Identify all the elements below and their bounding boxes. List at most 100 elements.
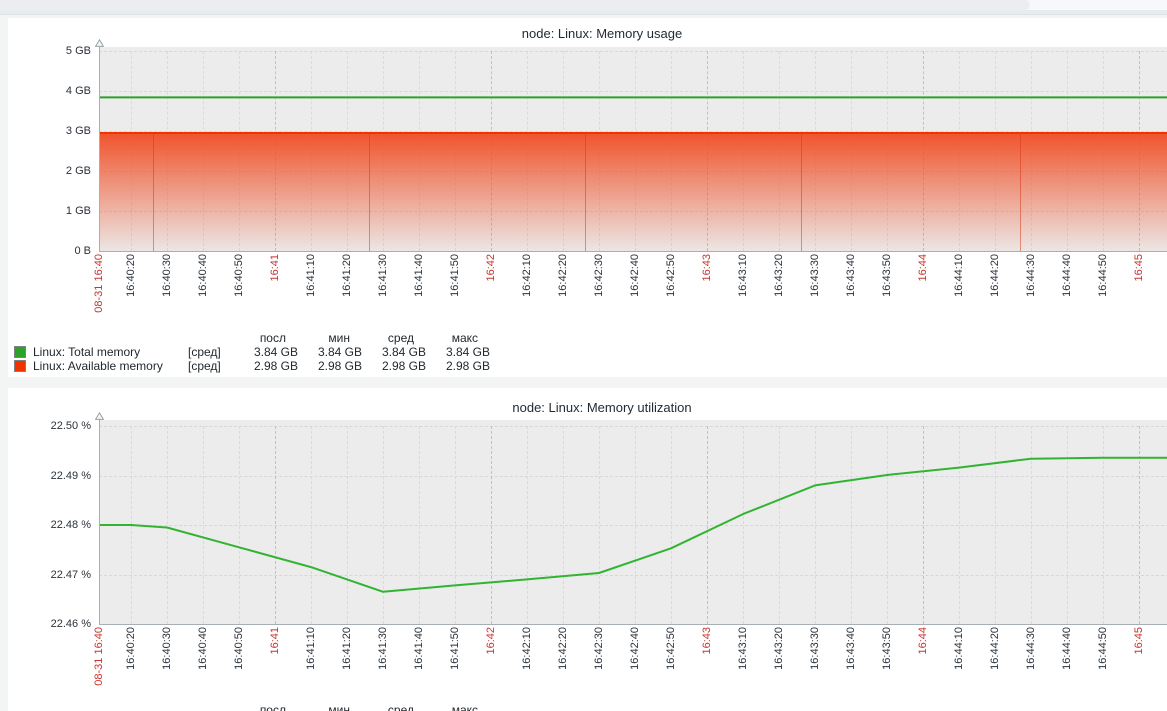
legend-header-avg: сред [387,703,414,711]
x-tick-label: 16:44:30 [1025,254,1037,297]
y-axis-arrow-icon [94,34,105,52]
x-tick-label: 16:41:10 [305,254,317,297]
x-tick-label: 16:41:30 [377,254,389,297]
browser-tab [0,0,1030,10]
x-tick-label: 16:41:10 [305,627,317,670]
gridline-vertical [1067,426,1068,624]
x-tick-label: 16:44:20 [989,627,1001,670]
x-tick-label: 16:43:10 [737,254,749,297]
x-tick-label: 16:42:50 [665,627,677,670]
x-tick-label: 16:41 [269,254,281,282]
x-tick-label: 16:40:20 [125,627,137,670]
browser-chrome-strip [0,0,1167,10]
x-tick-label: 16:40:20 [125,254,137,297]
x-tick-label: 16:45 [1133,627,1145,655]
gridline-horizontal [99,426,1167,427]
x-tick-label: 16:42:20 [557,627,569,670]
x-tick-label: 16:43:20 [773,627,785,670]
area-seam [1020,134,1021,251]
gridline-vertical [671,426,672,624]
series-lines [99,456,1167,593]
gridline-vertical [1031,426,1032,624]
legend-series-name: Linux: Available memory [14,359,188,373]
y-tick-label: 22.47 % [50,568,91,581]
gridline-vertical [347,426,348,624]
plot-area[interactable] [94,411,1167,625]
y-tick-label: 22.49 % [50,469,91,482]
gridline-vertical [959,426,960,624]
series-line [99,456,1167,593]
gridline-vertical [491,426,492,624]
plot-area[interactable] [94,38,1167,252]
gridline-horizontal [99,51,1167,52]
legend: посл мин сред макс [8,703,1167,711]
gridline-vertical [923,426,924,624]
legend-value-max: 2.98 GB [445,359,490,373]
x-tick-label: 16:42:50 [665,254,677,297]
legend-color-swatch [14,360,26,372]
gridline-vertical [203,426,204,624]
x-tick-label: 08-31 16:40 [93,254,105,313]
legend-function-label: [сред] [188,359,221,373]
x-tick-label: 16:43 [701,254,713,282]
x-tick-label: 16:41:20 [341,254,353,297]
y-tick-label: 22.46 % [50,618,91,630]
gridline-vertical [311,426,312,624]
available-memory-area [99,132,1167,251]
x-tick-label: 16:43:20 [773,254,785,297]
gridline-vertical [599,426,600,624]
x-tick-label: 16:44:10 [953,627,965,670]
x-tick-label: 16:44:20 [989,254,1001,297]
gridline-vertical [995,426,996,624]
y-tick-label: 3 GB [65,125,91,137]
series-lines [99,96,1167,99]
x-tick-label: 16:44:40 [1061,254,1073,297]
x-tick-label: 16:42 [485,254,497,282]
legend-value-min: 3.84 GB [317,345,362,359]
legend-color-swatch [14,346,26,358]
gridline-vertical [815,426,816,624]
gridline-vertical [635,426,636,624]
chart-title: node: Linux: Memory usage [521,26,683,41]
legend-header-row: посл мин сред макс [8,703,1167,711]
gridline-horizontal [99,131,1167,132]
y-tick-label: 1 GB [65,205,91,217]
y-axis-line [99,41,100,251]
x-tick-label: 16:42:20 [557,254,569,297]
legend-header-max: макс [451,331,478,345]
x-tick-label: 16:42:40 [629,254,641,297]
legend-value-avg: 3.84 GB [381,345,426,359]
legend-header-last: посл [259,331,286,345]
gridline-vertical [707,426,708,624]
legend-value-last: 3.84 GB [253,345,298,359]
x-tick-label: 16:41:40 [413,254,425,297]
x-tick-label: 16:42 [485,627,497,655]
area-seam [369,134,370,251]
x-tick-label: 16:40:50 [233,254,245,297]
x-tick-label: 16:43:40 [845,254,857,297]
browser-chrome-substrip [0,10,1167,15]
legend-header-last: посл [259,703,286,711]
legend: посл мин сред макс Linux: Total memory [сред]… [8,331,1167,373]
area-seam [153,134,154,251]
x-tick-label: 16:43:30 [809,627,821,670]
gridline-horizontal [99,574,1167,576]
memory-utilization-widget: node: Linux: Memory utilization 22.50 % 2… [8,388,1167,711]
memory-usage-widget: node: Linux: Memory usage 5 GB 4 GB 3 GB 2 … [8,18,1167,377]
x-tick-label: 16:40:50 [233,627,245,670]
x-tick-label: 16:43:30 [809,254,821,297]
x-tick-label: 16:41:30 [377,627,389,670]
y-tick-label: 22.50 % [50,420,91,432]
legend-header-min: мин [328,703,350,711]
area-seam [801,134,802,251]
x-tick-label: 16:42:30 [593,254,605,297]
x-tick-label: 16:43:50 [881,627,893,670]
gridline-vertical [563,426,564,624]
y-tick-label: 22.48 % [50,519,91,531]
legend-value-max: 3.84 GB [445,345,490,359]
y-axis-line [99,414,100,624]
gridline-vertical [887,426,888,624]
x-tick-label: 08-31 16:40 [93,627,105,686]
gridline-vertical [743,426,744,624]
